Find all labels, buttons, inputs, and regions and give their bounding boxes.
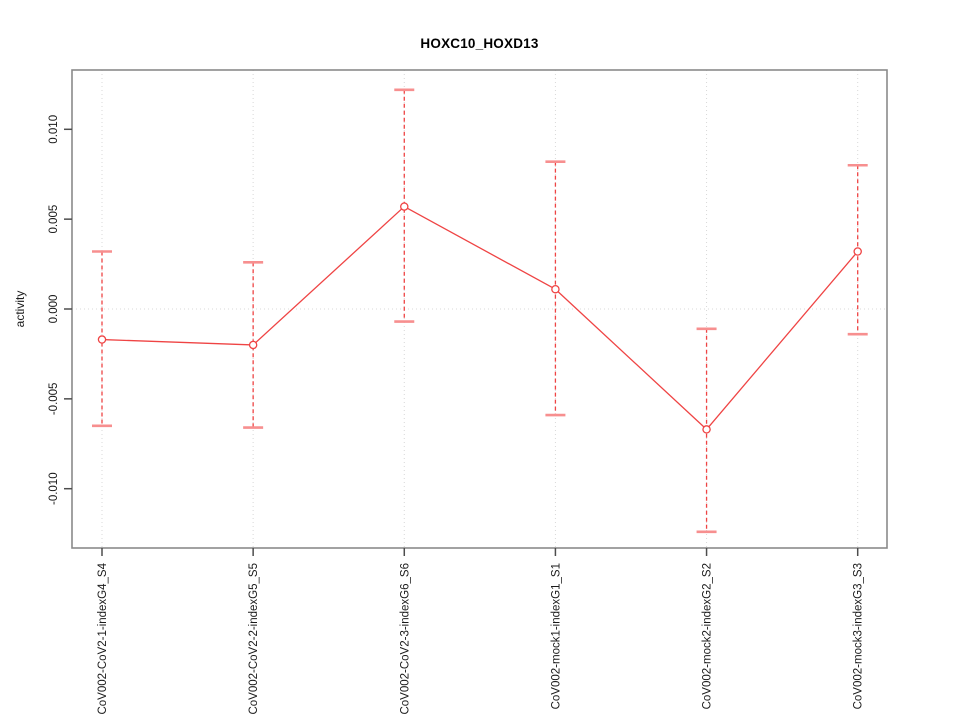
y-tick-label: 0.010 xyxy=(48,115,60,144)
x-tick-label: CoV002-mock3-indexG3_S3 xyxy=(853,563,865,709)
x-tick-label: CoV002-mock2-indexG2_S2 xyxy=(702,563,714,709)
y-tick-label: -0.005 xyxy=(48,383,60,416)
y-tick-label: -0.010 xyxy=(48,472,60,505)
y-axis-label: activity xyxy=(13,291,27,328)
y-tick-label: 0.000 xyxy=(48,295,60,324)
chart-title: HOXC10_HOXD13 xyxy=(420,36,539,51)
data-point xyxy=(551,284,560,294)
x-tick-label: CoV002-CoV2-2-indexG5_S5 xyxy=(248,563,260,715)
y-tick-label: 0.005 xyxy=(48,205,60,234)
series-segment xyxy=(554,288,708,430)
data-point xyxy=(400,202,409,211)
series-segment xyxy=(101,338,254,346)
x-tick-label: CoV002-CoV2-1-indexG4_S4 xyxy=(97,562,109,714)
data-point xyxy=(702,425,711,434)
series-segment xyxy=(403,206,556,290)
series-segment xyxy=(252,206,405,346)
data-point xyxy=(248,340,258,350)
series-segment xyxy=(706,251,859,430)
x-tick-label: CoV002-CoV2-3-indexG6_S6 xyxy=(399,563,411,715)
data-point xyxy=(853,247,862,256)
data-point xyxy=(97,335,107,344)
x-tick-label: CoV002-mock1-indexG1_S1 xyxy=(550,563,562,709)
